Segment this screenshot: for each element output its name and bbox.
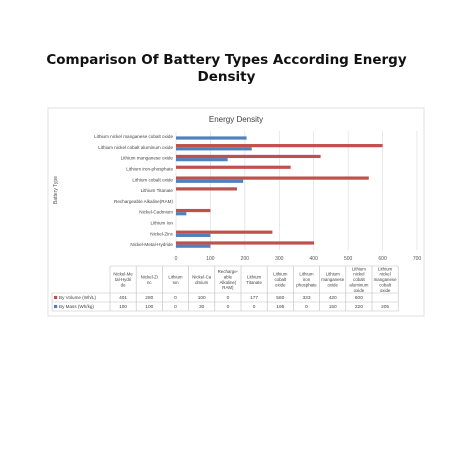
table-value-cell: 0 xyxy=(227,295,230,301)
bar-by-mass xyxy=(176,158,228,162)
table-header-cell: Lithium Ion xyxy=(168,274,182,284)
table-header-cell: Nickel-Zi nc xyxy=(141,274,158,284)
table-header-cell: Nickel-Me tal-Hydri de xyxy=(113,272,133,288)
table-value-cell: 150 xyxy=(329,304,337,310)
category-label: Nickel-Metal-Hydride xyxy=(130,242,173,247)
table-value-cell: 30 xyxy=(199,304,205,310)
table-header-cell: Lithium nickel manganese cobalt oxide xyxy=(374,266,398,293)
table-value-cell: 100 xyxy=(198,295,206,301)
bar-by-volume xyxy=(176,176,369,180)
x-tick-label: 700 xyxy=(413,256,422,262)
page-title-line-1: Comparison Of Battery Types According En… xyxy=(46,52,407,68)
y-axis-label: Battery Type xyxy=(53,176,59,204)
category-label: Lithium Titanate xyxy=(141,188,174,193)
table-value-cell: 0 xyxy=(253,304,256,310)
category-label: Lithium cobalt oxide xyxy=(132,177,173,182)
bar-by-volume xyxy=(176,187,237,191)
table-value-cell: 205 xyxy=(381,304,389,310)
chart-frame xyxy=(47,107,425,317)
table-value-cell: 401 xyxy=(119,295,127,301)
table-header-cell: Lithium cobalt oxide xyxy=(273,272,287,288)
category-label: Lithium iron-phosphate xyxy=(126,166,173,171)
x-tick-label: 200 xyxy=(241,256,250,262)
category-label: Lithium Ion xyxy=(151,221,174,226)
bar-by-mass xyxy=(176,136,247,140)
table-value-cell: 100 xyxy=(119,304,127,310)
legend-label: By Volume (Wh/L) xyxy=(59,295,96,300)
x-tick-label: 300 xyxy=(275,256,284,262)
table-header-cell: Nickel-Ca dmium xyxy=(192,274,212,284)
bar-by-volume xyxy=(176,241,315,245)
bar-by-mass xyxy=(176,212,187,216)
table-value-cell: 280 xyxy=(145,295,153,301)
table-header-cell: Lithium nickel cobalt aluminum oxide xyxy=(349,266,368,293)
category-label: Lithium nickel cobalt aluminum oxide xyxy=(98,145,173,150)
x-tick-label: 400 xyxy=(310,256,319,262)
x-tick-label: 600 xyxy=(378,256,387,262)
legend-label: By Mass (Wh/kg) xyxy=(59,304,94,309)
table-value-cell: 0 xyxy=(174,295,177,301)
bar-by-volume xyxy=(176,208,211,213)
table-value-cell: 0 xyxy=(305,304,308,310)
table-value-cell: 195 xyxy=(276,304,284,310)
category-label: Lithium manganese oxide xyxy=(121,156,174,161)
category-label: Rechargeable Alkaline(RAM) xyxy=(114,199,173,204)
category-label: Nickel-Cadmium xyxy=(139,210,173,215)
bar-by-mass xyxy=(176,233,211,237)
bar-by-mass xyxy=(176,147,252,151)
table-value-cell: 420 xyxy=(329,295,337,301)
x-tick-label: 500 xyxy=(344,256,353,262)
bar-by-mass xyxy=(176,179,244,183)
bar-by-volume xyxy=(176,230,273,234)
table-value-cell: 600 xyxy=(355,295,363,301)
category-label: Lithium nickel manganese cobalt oxide xyxy=(94,134,173,139)
table-header-cell: Lithium manganese oxide xyxy=(321,272,345,288)
bar-by-volume xyxy=(176,154,321,159)
table-value-cell: 0 xyxy=(174,304,177,310)
chart-title: Energy Density xyxy=(209,115,263,124)
table-value-cell: 560 xyxy=(276,295,284,301)
table-value-cell: 177 xyxy=(250,295,258,301)
legend-key xyxy=(54,304,58,309)
table-value-cell: 333 xyxy=(302,295,310,301)
x-tick-label: 0 xyxy=(175,256,178,262)
table-value-cell: 0 xyxy=(227,304,230,310)
bar-by-volume xyxy=(176,144,383,148)
table-header-cell: Lithium iron phosphate xyxy=(296,272,317,288)
table-value-cell: 100 xyxy=(145,304,153,310)
x-tick-label: 100 xyxy=(206,256,215,262)
table-value-cell: 220 xyxy=(355,304,363,310)
table-header-cell: Recharge-able Alkaline(RAM) xyxy=(218,269,239,290)
bar-by-mass xyxy=(176,244,211,248)
category-label: Nickel-Zinc xyxy=(150,231,173,236)
bar-by-volume xyxy=(176,165,291,169)
page-title-line-2: Density xyxy=(197,69,256,85)
legend-key xyxy=(54,295,58,300)
table-header-cell: Lithium Titanate xyxy=(246,274,262,284)
